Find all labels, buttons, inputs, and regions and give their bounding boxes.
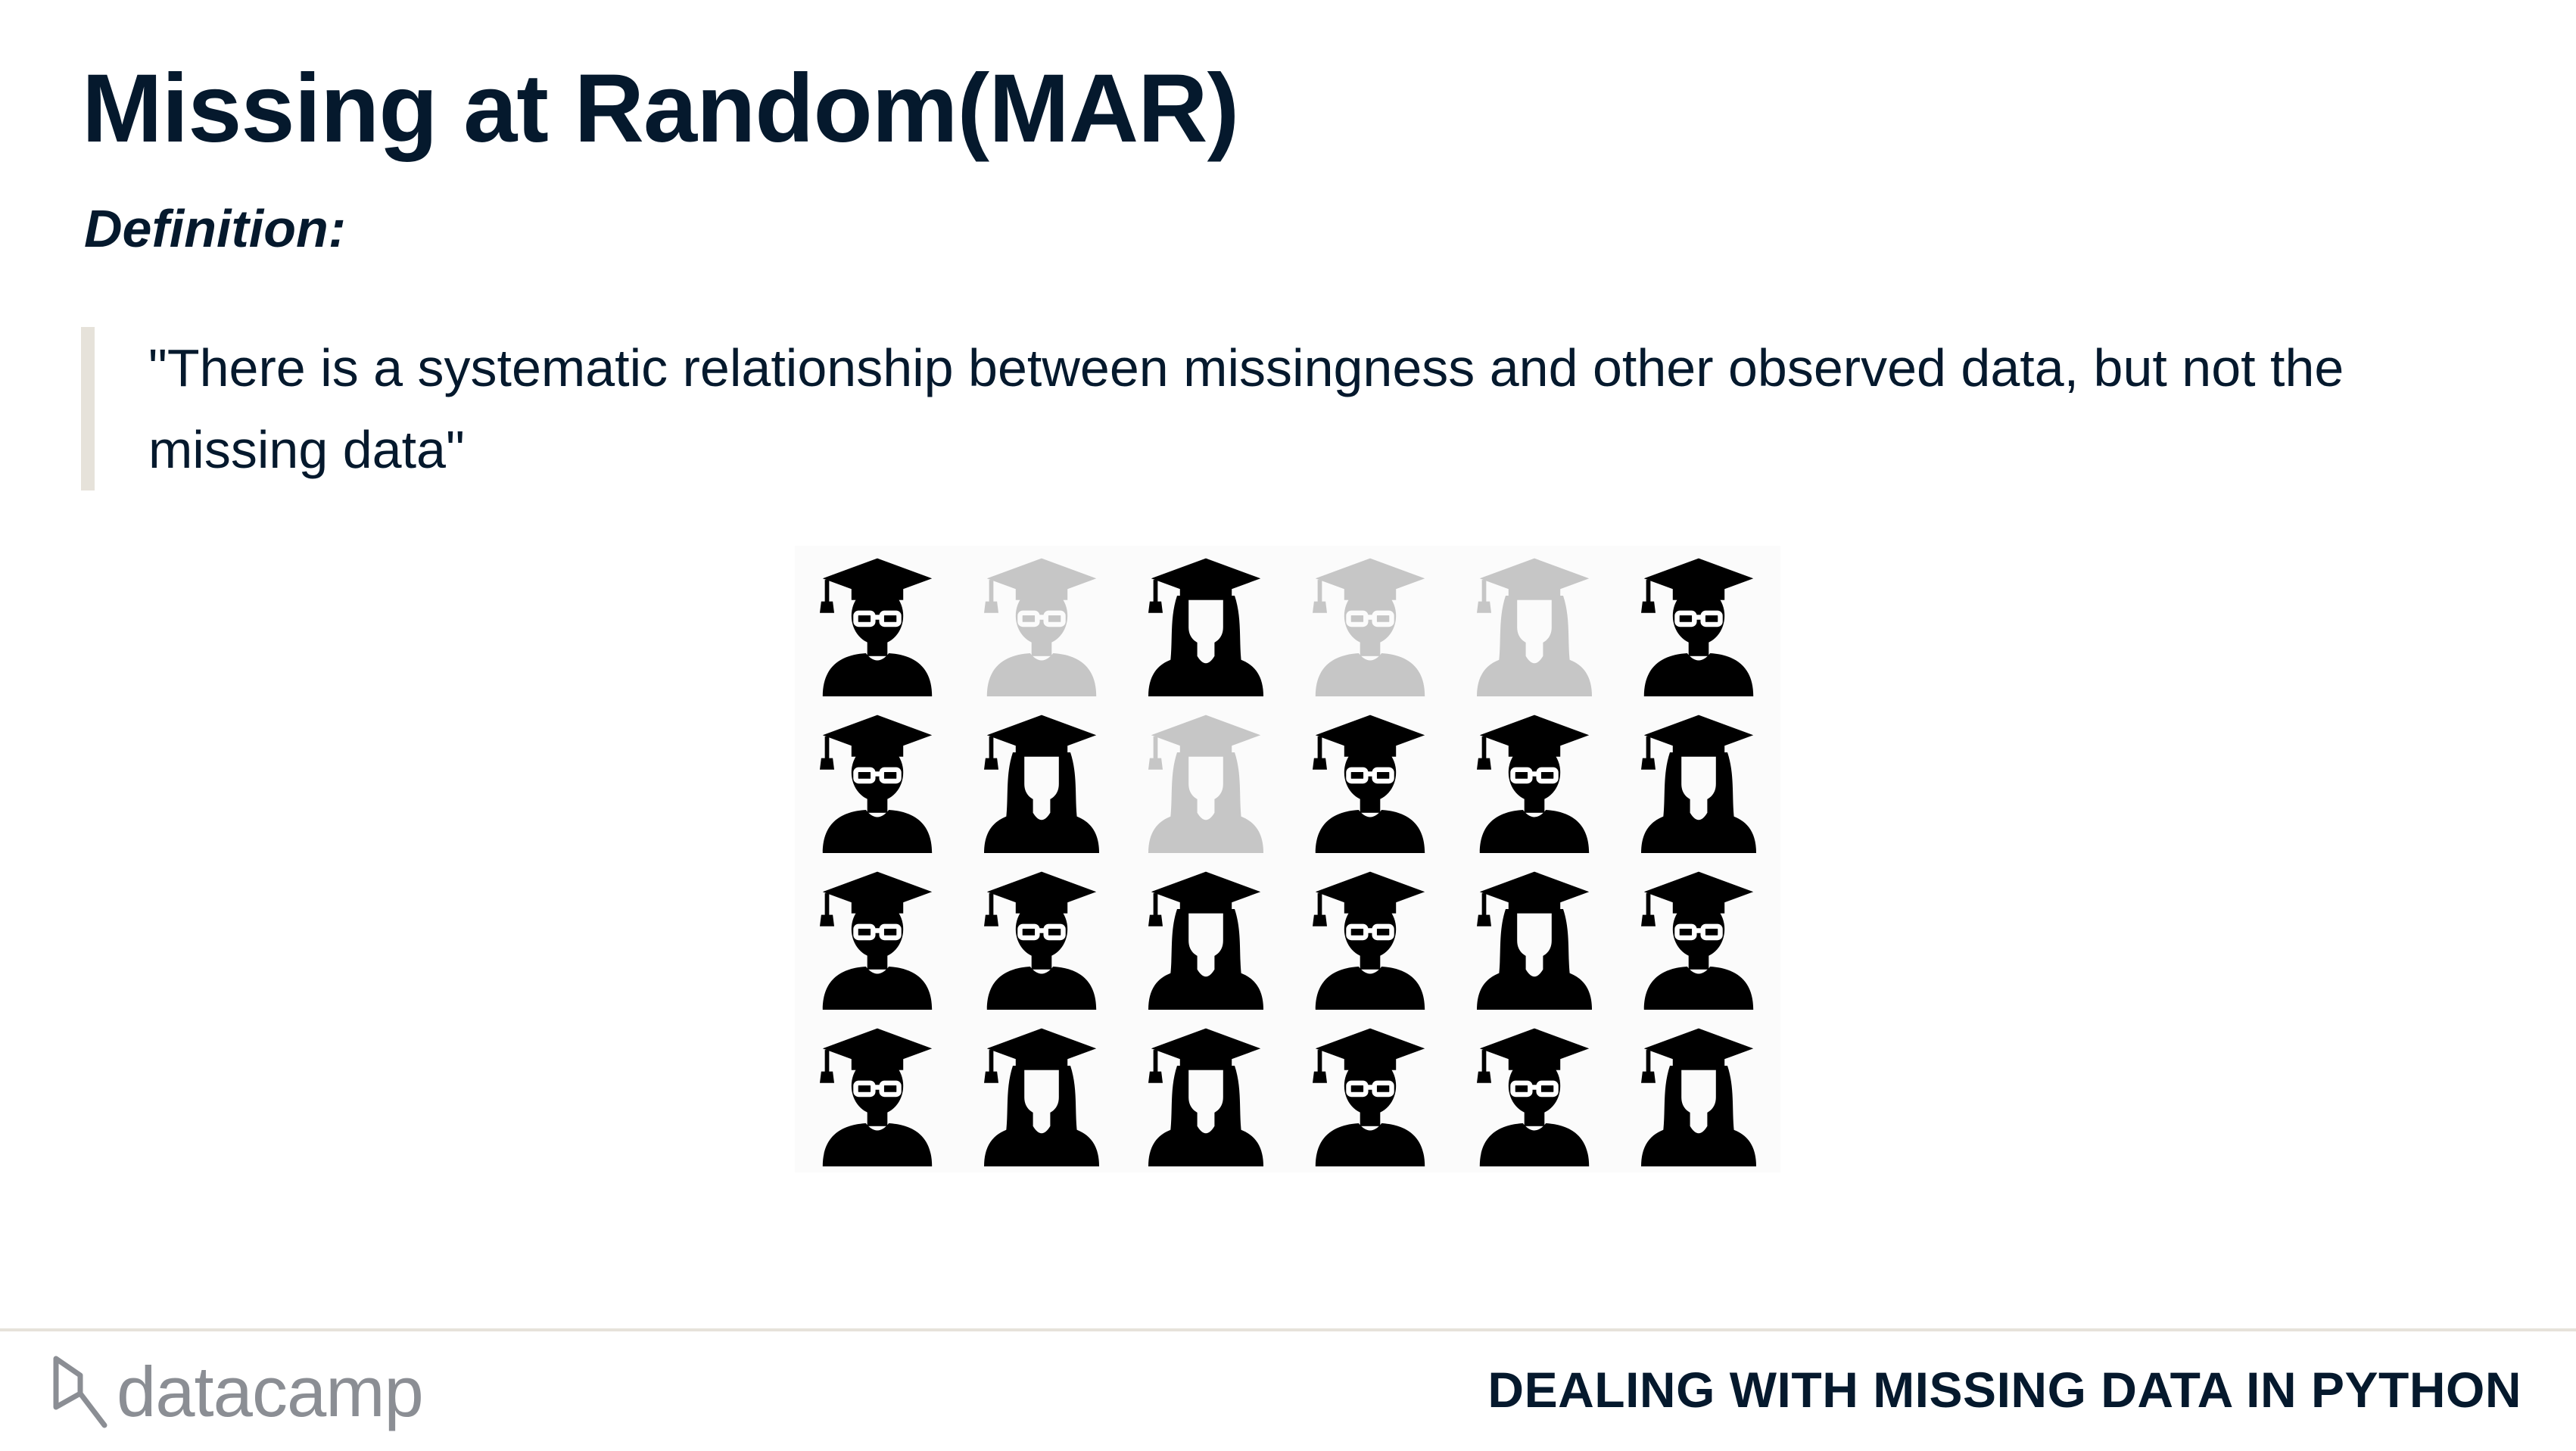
male-graduate-cell	[1616, 859, 1780, 1016]
male-graduate-cell	[1288, 1016, 1452, 1172]
male-graduate-cell	[1288, 546, 1452, 702]
logo-wordmark: datacamp	[117, 1352, 424, 1431]
graduate-icon	[1312, 558, 1425, 696]
graduate-icon	[1640, 715, 1756, 853]
graduate-icon	[1476, 558, 1592, 696]
graduate-icon	[1148, 1028, 1263, 1166]
male-graduate-cell	[1452, 702, 1616, 859]
definition-label: Definition:	[84, 199, 347, 258]
graduate-icon	[983, 558, 1096, 696]
male-graduate-cell	[1616, 546, 1780, 702]
graduate-icon	[1312, 871, 1425, 1010]
female-graduate-cell	[1123, 546, 1288, 702]
female-graduate-cell	[1123, 702, 1288, 859]
graduates-grid	[795, 546, 1780, 1172]
graduate-icon	[819, 558, 932, 696]
graduate-icon	[1148, 871, 1263, 1010]
datacamp-logo: datacamp	[50, 1351, 424, 1433]
graduate-icon	[983, 871, 1096, 1010]
male-graduate-cell	[1288, 702, 1452, 859]
male-graduate-cell	[795, 859, 959, 1016]
definition-quote: "There is a systematic relationship betw…	[148, 338, 2344, 479]
graduate-icon	[983, 1028, 1099, 1166]
male-graduate-cell	[959, 859, 1123, 1016]
male-graduate-cell	[795, 1016, 959, 1172]
graduate-icon	[1476, 715, 1589, 853]
female-graduate-cell	[1123, 859, 1288, 1016]
graduate-icon	[1640, 871, 1753, 1010]
graduate-icon	[1476, 871, 1592, 1010]
female-graduate-cell	[1616, 1016, 1780, 1172]
male-graduate-cell	[795, 702, 959, 859]
slide-title: Missing at Random(MAR)	[82, 54, 1239, 163]
female-graduate-cell	[1123, 1016, 1288, 1172]
graduate-icon	[983, 715, 1099, 853]
male-graduate-cell	[1288, 859, 1452, 1016]
blockquote-bar	[81, 327, 95, 490]
female-graduate-cell	[1616, 702, 1780, 859]
female-graduate-cell	[1452, 546, 1616, 702]
female-graduate-cell	[959, 1016, 1123, 1172]
graduate-icon	[819, 871, 932, 1010]
datacamp-logo-icon	[53, 1356, 107, 1428]
female-graduate-cell	[959, 702, 1123, 859]
male-graduate-cell	[959, 546, 1123, 702]
graduate-icon	[819, 1028, 932, 1166]
graduate-icon	[1148, 558, 1263, 696]
graduate-icon	[819, 715, 932, 853]
male-graduate-cell	[1452, 1016, 1616, 1172]
graduate-icon	[1148, 715, 1263, 853]
graduate-icon	[1640, 1028, 1756, 1166]
male-graduate-cell	[795, 546, 959, 702]
female-graduate-cell	[1452, 859, 1616, 1016]
course-title: DEALING WITH MISSING DATA IN PYTHON	[1487, 1362, 2521, 1418]
graduate-icon	[1476, 1028, 1589, 1166]
graduate-icon	[1312, 1028, 1425, 1166]
graduate-icon	[1312, 715, 1425, 853]
graduate-icon	[1640, 558, 1753, 696]
footer-divider	[0, 1328, 2576, 1331]
